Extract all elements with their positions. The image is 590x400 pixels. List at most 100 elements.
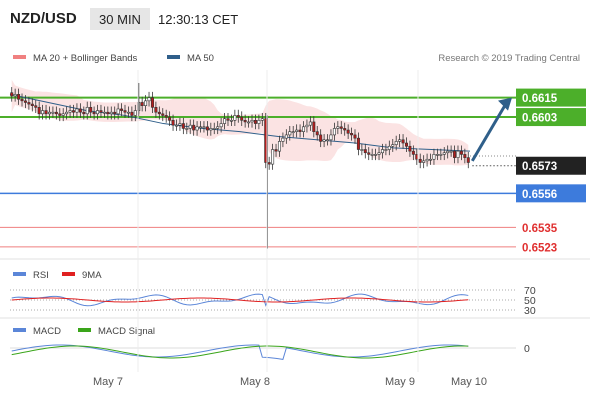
candle-body [346, 129, 350, 134]
candle-body [109, 111, 113, 115]
candle [398, 134, 402, 148]
candle [205, 121, 209, 136]
candle-body [168, 116, 172, 121]
candle [168, 111, 172, 126]
candle [446, 145, 450, 159]
legend-ma50-swatch [167, 55, 180, 59]
candle-body [99, 110, 103, 113]
forecast-arrow-head [498, 97, 512, 111]
candle [202, 121, 206, 133]
candle-body [425, 158, 429, 162]
candle [350, 127, 354, 141]
candle-body [429, 158, 433, 161]
candle [277, 135, 281, 157]
candle-body [154, 107, 158, 113]
candle [219, 117, 223, 133]
candle-body [329, 134, 333, 141]
candle-body [408, 145, 412, 152]
level-box-0.6603 [516, 108, 586, 127]
candle-body [47, 111, 51, 115]
level-box-0.6556 [516, 184, 586, 203]
legend-9ma-label: 9MA [82, 270, 102, 281]
candle-body [288, 131, 292, 136]
legend-bb-label: MA 20 + Bollinger Bands [33, 53, 138, 64]
legend-9ma-swatch [62, 272, 75, 276]
candle-body [384, 149, 388, 151]
candle-body [422, 160, 426, 163]
candle-body [291, 131, 295, 133]
rsi-tick-label: 70 [524, 285, 536, 297]
level-label-0.6615: 0.6615 [522, 93, 558, 105]
candle [291, 125, 295, 138]
candle [58, 108, 62, 122]
candle [236, 109, 240, 123]
candle [144, 95, 148, 112]
candle [34, 100, 38, 114]
candle-body [401, 139, 405, 144]
candle [161, 108, 165, 122]
candle [463, 148, 467, 164]
candle-body [339, 126, 343, 129]
candle-body [161, 113, 165, 116]
candle-body [188, 124, 192, 129]
candle [154, 101, 158, 118]
candle [185, 122, 189, 135]
candle [216, 121, 220, 135]
candle [140, 96, 144, 112]
legend-macd-label: MACD [33, 326, 61, 337]
candle-body [274, 149, 278, 152]
candle [442, 147, 446, 161]
candle-body [319, 134, 323, 142]
candle [425, 153, 429, 167]
candle-body [17, 94, 21, 100]
candle-body [336, 126, 340, 129]
candle [181, 117, 185, 135]
legend-bb-swatch [13, 55, 26, 59]
candle [274, 143, 278, 157]
candle-body [446, 150, 450, 154]
candle-body [178, 123, 182, 126]
x-tick-label: May 10 [451, 376, 487, 388]
candle-body [281, 137, 285, 142]
candle-body [302, 126, 306, 132]
candle [164, 109, 168, 123]
candle [109, 106, 113, 120]
candle [370, 148, 374, 161]
candle-body [305, 124, 309, 128]
candle-body [219, 123, 223, 128]
candle-body [68, 110, 72, 113]
candle [61, 108, 65, 122]
candle [78, 103, 82, 118]
candle-body [466, 157, 470, 163]
candle-body [432, 154, 436, 160]
candle [13, 88, 17, 102]
candle [404, 137, 408, 152]
candle [126, 106, 130, 118]
candle [367, 147, 371, 161]
candle-body [322, 139, 326, 142]
candle-body [212, 128, 216, 130]
candle [171, 114, 175, 131]
candle [243, 114, 247, 128]
candle [23, 95, 27, 109]
candle [305, 119, 309, 133]
candle [257, 114, 261, 130]
candle [240, 111, 244, 126]
candle [346, 124, 350, 139]
candle [329, 129, 333, 146]
candle [212, 122, 216, 135]
candle [391, 138, 395, 152]
candle-body [353, 134, 357, 139]
candle [336, 121, 340, 135]
candle-body [223, 118, 227, 124]
candle-body [356, 137, 360, 150]
candle-body [171, 120, 175, 126]
candle-body [10, 92, 14, 97]
candle-body [54, 111, 58, 115]
candle-body [377, 152, 381, 155]
candle [466, 151, 470, 169]
candle-body [380, 149, 384, 154]
candle-body [181, 123, 185, 129]
